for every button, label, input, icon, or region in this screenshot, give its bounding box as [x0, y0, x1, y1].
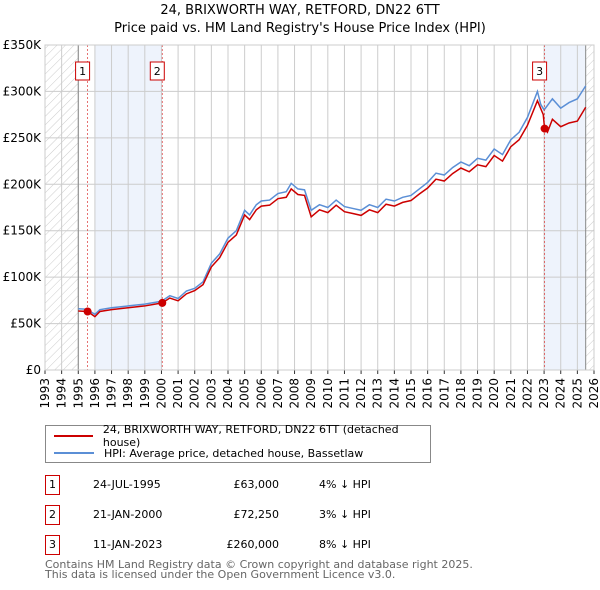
x-tick-label: 1998 — [121, 378, 135, 409]
x-tick-label: 2016 — [421, 378, 435, 409]
x-tick-label: 2026 — [587, 378, 600, 409]
shaded-region — [544, 45, 586, 370]
x-tick-label: 1993 — [38, 378, 52, 409]
sale-hpi: 8% ↓ HPI — [319, 538, 371, 551]
x-tick-label: 2014 — [387, 378, 401, 409]
plot-border — [44, 44, 595, 371]
x-tick-label: 2021 — [504, 378, 518, 409]
sale-number: 1 — [45, 475, 60, 495]
x-tick-label: 1996 — [88, 378, 102, 409]
sale-point — [540, 124, 549, 133]
sale-label: 2 — [154, 65, 161, 78]
sale-row: 3 11-JAN-2023 £260,000 8% ↓ HPI — [45, 535, 465, 557]
x-tick-label: 2025 — [570, 378, 584, 409]
sale-row: 1 24-JUL-1995 £63,000 4% ↓ HPI — [45, 475, 465, 497]
plot-area: 1 2 3 £0 £50K £100K £150K £200K £250K £300K £350K 1… — [3, 38, 600, 409]
x-tick-label: 2019 — [471, 378, 485, 409]
sale-date: 11-JAN-2023 — [93, 538, 163, 551]
sale-label: 3 — [536, 65, 543, 78]
chart-subtitle: Price paid vs. HM Land Registry's House … — [114, 21, 486, 36]
x-tick-label: 2002 — [188, 378, 202, 409]
x-tick-label: 2001 — [171, 378, 185, 409]
sale-date: 21-JAN-2000 — [93, 508, 163, 521]
y-tick-label: £100K — [3, 270, 43, 284]
sale-hpi: 3% ↓ HPI — [319, 508, 371, 521]
x-tick-label: 2024 — [554, 378, 568, 409]
x-tick-label: 2009 — [304, 378, 318, 409]
x-tick-label: 2012 — [354, 378, 368, 409]
sale-row: 2 21-JAN-2000 £72,250 3% ↓ HPI — [45, 505, 465, 527]
y-tick-label: £0 — [26, 363, 41, 377]
sale-price: £72,250 — [233, 508, 280, 521]
sale-label-box — [149, 61, 165, 81]
x-tick-label: 2004 — [221, 378, 235, 409]
sale-point — [158, 298, 167, 307]
x-tick-label: 2011 — [337, 378, 351, 409]
x-tick-label: 2023 — [537, 378, 551, 409]
legend: 24, BRIXWORTH WAY, RETFORD, DN22 6TT (de… — [45, 423, 431, 463]
y-tick-label: £200K — [3, 177, 43, 191]
y-tick-label: £300K — [3, 84, 43, 98]
property-price-line — [78, 98, 587, 318]
x-tick-label: 2006 — [254, 378, 268, 409]
sale-price: £260,000 — [226, 538, 280, 551]
x-tick-label: 2017 — [437, 378, 451, 409]
sale-date: 24-JUL-1995 — [93, 478, 161, 491]
x-tick-label: 1997 — [105, 378, 119, 409]
y-tick-label: £250K — [3, 131, 43, 145]
x-tick-label: 2015 — [404, 378, 418, 409]
legend-swatch-hpi — [54, 452, 94, 454]
legend-swatch-property — [54, 435, 93, 437]
hatched-region — [585, 45, 594, 370]
y-tick-label: £50K — [10, 317, 42, 331]
x-tick-label: 2007 — [271, 378, 285, 409]
x-tick-label: 1999 — [138, 378, 152, 409]
x-tick-label: 2022 — [520, 378, 534, 409]
sale-hpi: 4% ↓ HPI — [319, 478, 371, 491]
footer: Contains HM Land Registry data © Crown c… — [45, 558, 473, 581]
x-tick-label: 2008 — [288, 378, 302, 409]
x-tick-label: 2018 — [454, 378, 468, 409]
x-tick-label: 2010 — [321, 378, 335, 409]
x-tick-label: 2003 — [204, 378, 218, 409]
y-tick-label: £350K — [3, 38, 43, 52]
x-tick-label: 1994 — [55, 378, 69, 409]
x-tick-label: 2013 — [371, 378, 385, 409]
sale-point — [83, 307, 92, 316]
sale-label-box — [532, 61, 548, 81]
y-tick-label: £150K — [3, 224, 43, 238]
x-tick-label: 2005 — [238, 378, 252, 409]
hpi-line — [78, 85, 587, 316]
sale-label-box — [75, 61, 91, 81]
footer-line-1: Contains HM Land Registry data © Crown c… — [45, 558, 473, 571]
sale-label: 1 — [79, 65, 86, 78]
footer-line-2: This data is licensed under the Open Gov… — [45, 568, 396, 581]
x-tick-label: 2020 — [487, 378, 501, 409]
legend-label-hpi: HPI: Average price, detached house, Bass… — [104, 446, 364, 460]
legend-label-property: 24, BRIXWORTH WAY, RETFORD, DN22 6TT (de… — [102, 423, 399, 449]
x-tick-label: 2000 — [154, 378, 168, 409]
x-tick-label: 1995 — [71, 378, 85, 409]
sale-price: £63,000 — [233, 478, 280, 491]
chart-title: 24, BRIXWORTH WAY, RETFORD, DN22 6TT — [160, 3, 440, 18]
sale-number: 2 — [45, 505, 60, 525]
sale-number: 3 — [45, 535, 60, 555]
